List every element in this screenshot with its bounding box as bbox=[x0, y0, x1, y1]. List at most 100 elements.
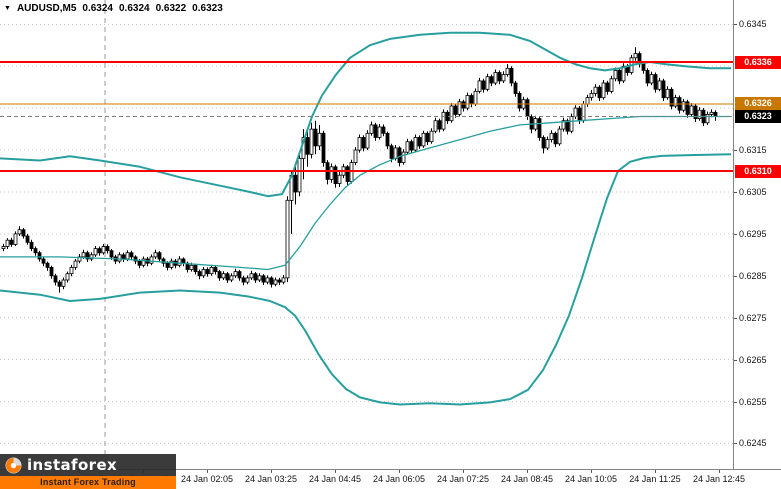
time-axis-tick bbox=[399, 470, 400, 473]
candle bbox=[193, 264, 198, 272]
candle bbox=[449, 105, 454, 122]
candle bbox=[149, 256, 154, 264]
candle bbox=[477, 80, 482, 92]
price-label: 0.6305 bbox=[739, 187, 767, 197]
candle bbox=[273, 279, 278, 285]
time-axis-tick bbox=[271, 470, 272, 473]
candle bbox=[693, 105, 698, 120]
time-axis-tick bbox=[655, 470, 656, 473]
candle bbox=[457, 101, 462, 115]
candle bbox=[45, 262, 50, 268]
candle bbox=[337, 174, 342, 184]
time-axis-tick bbox=[591, 470, 592, 473]
candle bbox=[669, 88, 674, 107]
candle bbox=[545, 139, 550, 149]
candle bbox=[169, 260, 174, 268]
candle bbox=[65, 273, 70, 281]
candle bbox=[649, 74, 654, 84]
candle bbox=[397, 147, 402, 163]
candle bbox=[377, 126, 382, 138]
candle bbox=[93, 248, 98, 256]
candle bbox=[645, 70, 650, 84]
candle bbox=[261, 275, 266, 283]
candle bbox=[681, 101, 686, 111]
legend-symbol: AUDUSD,M5 bbox=[16, 3, 77, 14]
candle bbox=[525, 99, 530, 117]
candle bbox=[661, 80, 666, 99]
candle bbox=[353, 149, 358, 164]
candle bbox=[617, 70, 622, 82]
candle bbox=[365, 132, 370, 149]
candle bbox=[257, 275, 262, 281]
candle bbox=[613, 70, 618, 80]
time-label: 24 Jan 04:45 bbox=[308, 474, 362, 484]
candle bbox=[89, 254, 94, 260]
price-axis-tick bbox=[734, 234, 737, 235]
price-label: 0.6245 bbox=[739, 438, 767, 448]
candle bbox=[37, 252, 42, 260]
candle bbox=[297, 157, 302, 193]
candle bbox=[621, 65, 626, 82]
candle bbox=[401, 151, 406, 164]
candle bbox=[357, 137, 362, 151]
candle bbox=[53, 275, 58, 283]
candle bbox=[541, 137, 546, 149]
price-badge-pivot: 0.6326 bbox=[735, 97, 781, 110]
candle bbox=[69, 266, 74, 275]
candle bbox=[269, 277, 274, 285]
candle bbox=[381, 126, 386, 134]
candle bbox=[349, 162, 354, 182]
candle bbox=[49, 266, 54, 277]
candle bbox=[101, 246, 106, 254]
price-axis[interactable]: 0.6345 0.6315 0.6305 0.6295 0.6285 0.6275 0.62… bbox=[733, 0, 781, 469]
candle bbox=[633, 53, 638, 59]
candle bbox=[421, 132, 426, 147]
watermark-brand: instaforex bbox=[27, 456, 118, 474]
candle bbox=[141, 258, 146, 266]
candle bbox=[665, 88, 670, 99]
candle bbox=[385, 132, 390, 147]
candle bbox=[189, 264, 194, 270]
candle bbox=[509, 67, 514, 84]
candle bbox=[137, 260, 142, 266]
time-label: 24 Jan 10:05 bbox=[564, 474, 618, 484]
candle bbox=[653, 74, 658, 90]
candle bbox=[177, 258, 182, 266]
candle bbox=[29, 241, 34, 250]
instaforex-logo-icon bbox=[5, 457, 22, 474]
candle bbox=[581, 103, 586, 122]
candle bbox=[133, 256, 138, 262]
time-label: 24 Jan 02:05 bbox=[180, 474, 234, 484]
candle bbox=[57, 281, 62, 287]
candle bbox=[317, 132, 322, 147]
candle bbox=[157, 252, 162, 260]
candle bbox=[425, 132, 430, 143]
candle bbox=[85, 252, 90, 260]
candle bbox=[537, 118, 542, 138]
candle bbox=[389, 145, 394, 159]
candle bbox=[221, 273, 226, 279]
price-axis-tick bbox=[734, 276, 737, 277]
candle bbox=[453, 105, 458, 115]
candle bbox=[485, 76, 490, 90]
price-label: 0.6315 bbox=[739, 145, 767, 155]
candle bbox=[333, 166, 338, 185]
candle bbox=[481, 80, 486, 90]
bollinger-middle-line bbox=[0, 115, 731, 271]
bollinger-lower-line bbox=[0, 153, 732, 406]
time-label: 24 Jan 08:45 bbox=[500, 474, 554, 484]
candle bbox=[489, 76, 494, 84]
chart-plot[interactable] bbox=[0, 0, 733, 469]
price-axis-tick bbox=[734, 318, 737, 319]
chart-legend: ▼ AUDUSD,M5 0.6324 0.6324 0.6322 0.6323 bbox=[4, 3, 223, 14]
price-badge-resistance: 0.6336 bbox=[735, 56, 781, 69]
candle bbox=[293, 174, 298, 193]
candle bbox=[41, 258, 46, 264]
time-label: 24 Jan 12:45 bbox=[692, 474, 746, 484]
time-label: 24 Jan 06:05 bbox=[372, 474, 426, 484]
price-badge-last-price: 0.6323 bbox=[735, 110, 781, 123]
candle bbox=[513, 82, 518, 94]
chart-dropdown-icon[interactable]: ▼ bbox=[4, 4, 11, 12]
candle bbox=[181, 258, 186, 264]
candle bbox=[413, 137, 418, 151]
